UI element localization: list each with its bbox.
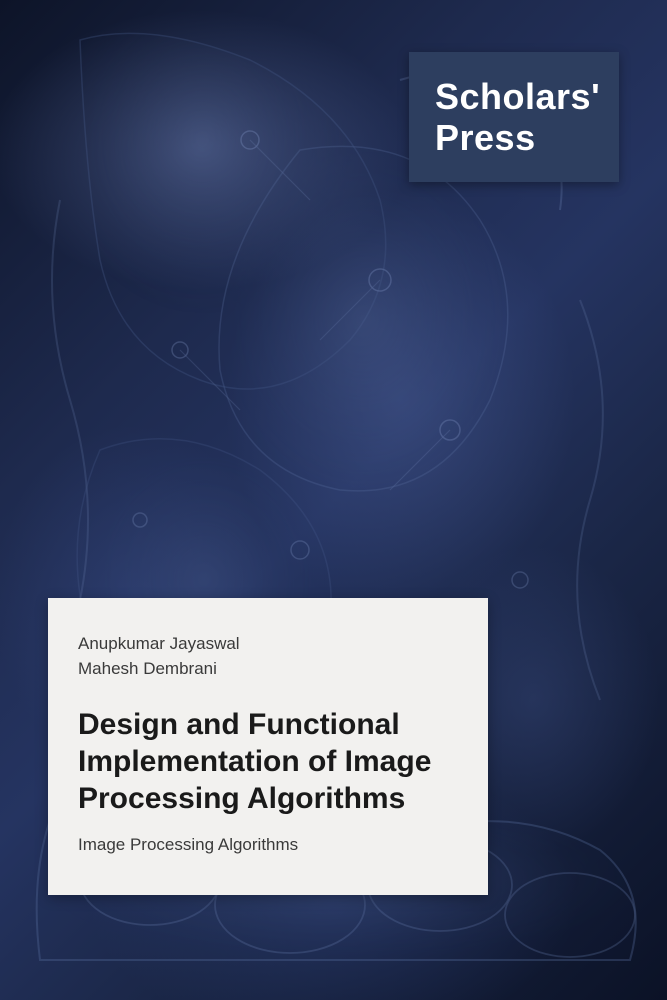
authors-block: Anupkumar Jayaswal Mahesh Dembrani xyxy=(78,632,458,681)
author-2: Mahesh Dembrani xyxy=(78,657,458,682)
publisher-name-line1: Scholars' xyxy=(435,76,619,117)
book-subtitle: Image Processing Algorithms xyxy=(78,833,458,857)
publisher-name-line2: Press xyxy=(435,117,619,158)
publisher-badge: Scholars' Press xyxy=(409,52,619,182)
author-1: Anupkumar Jayaswal xyxy=(78,632,458,657)
title-panel: Anupkumar Jayaswal Mahesh Dembrani Desig… xyxy=(48,598,488,895)
book-title: Design and Functional Implementation of … xyxy=(78,707,458,817)
